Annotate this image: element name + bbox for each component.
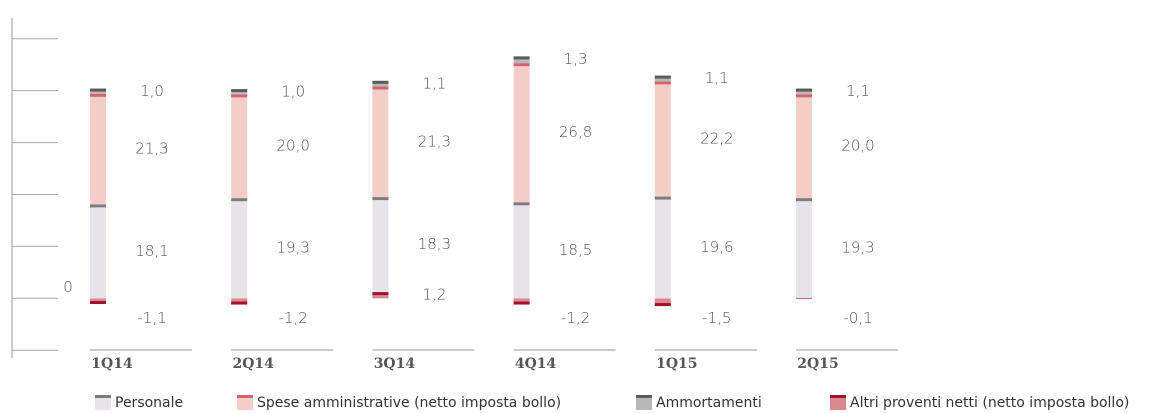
x-tick-label: 1Q15 [656,356,697,372]
value-label: -1,1 [137,309,166,327]
bar-segment [513,202,530,299]
bar-cap [654,196,671,200]
legend-swatch [830,395,846,410]
x-tick-label: 2Q15 [797,356,838,372]
value-label: 20,0 [276,137,309,155]
x-tick-label: 3Q14 [374,356,416,372]
value-label: 21,3 [135,140,168,158]
bar-cap [513,202,530,206]
bar-cap [372,197,389,201]
legend-swatch [636,395,652,410]
value-label: 1,0 [140,82,164,100]
bar-segment [513,63,530,203]
legend-label: Ammortamenti [656,395,762,411]
value-label: 19,3 [276,239,309,257]
x-tick-label: 1Q14 [91,356,133,372]
legend-label: Spese amministrative (netto imposta boll… [257,395,561,411]
bar-cap [231,301,248,305]
value-label: -1,5 [702,309,731,327]
bar-cap [90,301,106,305]
bar-cap [654,303,671,307]
value-label: 18,3 [418,235,451,253]
value-label: 20,0 [841,137,874,155]
value-label: 19,6 [700,238,733,256]
x-tick-label: 2Q14 [232,356,274,372]
legend-swatch-cap [237,395,253,398]
legend-swatch-cap [95,395,111,398]
value-label: 18,5 [559,241,592,259]
value-label: 1,0 [281,83,305,101]
value-label: -1,2 [561,309,590,327]
bar-segment [90,93,106,205]
bar-segment [372,292,389,299]
value-label: 22,2 [700,129,733,147]
value-label: 26,8 [559,123,592,141]
bar-cap [513,56,530,60]
legend-swatch-cap [830,395,846,398]
y-tick-label: 0 [63,278,73,296]
value-label: -1,2 [279,309,308,327]
value-label: 1,1 [705,69,729,87]
bar-cap [231,94,248,98]
value-label: 1,2 [422,286,446,304]
bar-segment [796,94,812,199]
bar-segment [372,86,389,198]
legend-swatch [95,395,111,410]
value-label: 1,1 [846,82,870,100]
bar-segment [231,94,248,199]
bar-segment [654,81,671,197]
legend-swatch-cap [636,395,652,398]
bar-segment [654,298,671,307]
value-label: 19,3 [841,239,874,257]
value-label: 1,3 [564,50,588,68]
value-label: 21,3 [418,132,451,150]
bar-segment [231,198,248,299]
bar-segment [231,298,248,305]
bar-segment [513,298,530,305]
value-label: 1,1 [422,74,446,92]
bar-cap [796,88,812,92]
bar-segment [796,198,812,299]
value-label: -0,1 [843,309,872,327]
bar-cap [231,198,248,202]
legend-label: Altri proventi netti (netto imposta boll… [850,395,1129,411]
bar-cap [796,94,812,98]
value-label: 18,1 [135,242,168,260]
bar-cap [796,198,812,202]
bar-cap [654,75,671,79]
bar-segment [654,196,671,299]
bar-cap [654,81,671,85]
bar-cap [231,89,248,93]
bar-cap [372,292,389,296]
bar-segment [513,56,530,64]
bar-cap [90,93,106,97]
legend-label: Personale [115,395,183,411]
bar-cap [90,88,106,92]
bar-segment [90,204,106,299]
bar-cap [90,204,106,208]
legend-swatch [237,395,253,410]
x-tick-label: 4Q14 [515,356,557,372]
bar-cap [372,80,389,84]
bar-segment [372,197,389,293]
bar-cap [513,63,530,67]
bar-cap [513,301,530,305]
bar-cap [372,86,389,90]
